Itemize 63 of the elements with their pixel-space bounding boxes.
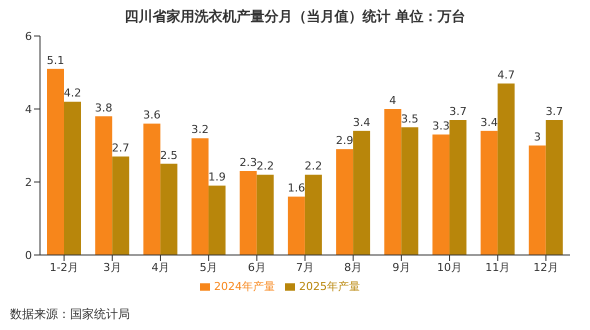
source-note: 数据来源：国家统计局: [10, 306, 130, 323]
bar: [240, 171, 257, 255]
data-label: 5.1: [46, 54, 64, 67]
data-label: 3.5: [401, 112, 419, 126]
data-label: 3.7: [449, 104, 467, 118]
y-tick-label: 2: [25, 176, 32, 189]
data-label: 2.9: [336, 134, 354, 148]
data-label: 2.5: [160, 148, 178, 162]
x-tick-label: 9月: [392, 260, 410, 274]
bar: [256, 174, 274, 255]
data-label: 4.2: [64, 86, 82, 100]
legend-label: 2025年产量: [299, 280, 360, 293]
bar: [95, 116, 112, 255]
x-tick-label: 12月: [533, 260, 558, 274]
bar: [528, 146, 546, 255]
bar: [64, 102, 81, 255]
data-label: 3.4: [480, 116, 498, 129]
x-tick-label: 5月: [200, 260, 218, 274]
bar: [336, 149, 354, 255]
bar: [304, 174, 322, 255]
x-tick-label: 6月: [248, 260, 266, 274]
data-label: 3.7: [546, 104, 564, 118]
y-tick-label: 0: [25, 248, 32, 262]
data-label: 3.6: [143, 108, 161, 122]
data-label: 3.2: [191, 123, 209, 136]
data-label: 3: [534, 130, 541, 144]
bar: [353, 130, 370, 255]
data-label: 2.7: [112, 141, 130, 154]
bar: [498, 83, 515, 255]
bar: [432, 134, 450, 255]
data-label: 2.3: [239, 156, 257, 170]
bar: [160, 164, 178, 255]
y-tick-label: 4: [25, 102, 32, 116]
x-tick-label: 8月: [344, 260, 362, 274]
x-tick-label: 1-2月: [50, 260, 79, 274]
data-label: 2.2: [256, 160, 274, 173]
data-label: 3.8: [94, 101, 112, 114]
chart-title: 四川省家用洗衣机产量分月（当月值）统计 单位：万台: [124, 8, 466, 26]
bar: [480, 130, 498, 255]
bar: [449, 120, 466, 255]
x-tick-label: 10月: [437, 260, 462, 274]
data-label: 3.4: [352, 116, 370, 129]
bar: [288, 196, 305, 255]
data-label: 4: [389, 94, 396, 107]
legend-label: 2024年产量: [214, 280, 275, 293]
bar: [384, 109, 402, 255]
data-label: 1.9: [208, 170, 226, 184]
x-tick-label: 4月: [151, 260, 170, 274]
bar: [112, 156, 130, 255]
bar: [47, 68, 64, 255]
bar: [192, 138, 209, 255]
data-label: 1.6: [288, 182, 306, 195]
data-label: 2.2: [304, 160, 322, 173]
x-tick-label: 7月: [296, 260, 314, 274]
data-label: 3.3: [432, 120, 450, 133]
bar: [401, 127, 418, 255]
bar: [143, 124, 160, 255]
x-tick-label: 11月: [485, 260, 510, 274]
bar: [546, 120, 563, 255]
bar: [208, 186, 226, 255]
y-tick-label: 6: [25, 30, 32, 43]
data-label: 4.7: [497, 68, 515, 82]
x-tick-label: 3月: [103, 260, 122, 274]
